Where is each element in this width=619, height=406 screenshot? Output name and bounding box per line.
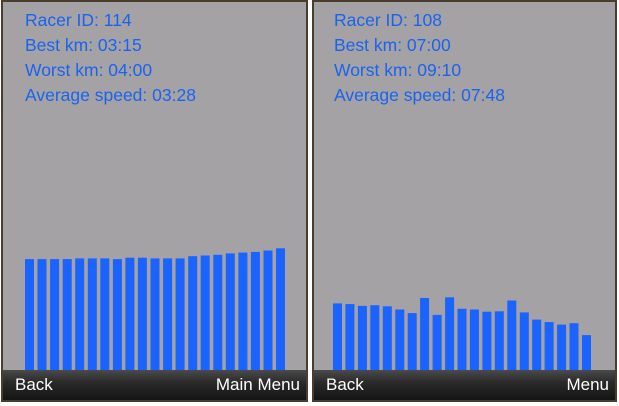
km-bar xyxy=(469,309,479,370)
km-bar xyxy=(420,298,430,370)
km-bar xyxy=(382,306,392,370)
km-bar xyxy=(519,312,529,370)
km-bar xyxy=(37,259,47,370)
km-bar xyxy=(137,257,147,370)
main-menu-button[interactable]: Main Menu xyxy=(215,375,300,394)
km-bar xyxy=(569,323,579,370)
km-bar xyxy=(125,257,135,370)
softkey-bar: Back Main Menu xyxy=(3,370,306,400)
average-speed-label: Average speed: 07:48 xyxy=(334,85,505,105)
km-bar xyxy=(557,324,567,370)
softkey-bar: Back Menu xyxy=(314,370,615,400)
km-bar xyxy=(544,322,554,370)
km-bar xyxy=(357,305,367,370)
km-bar xyxy=(238,252,248,370)
best-km-label: Best km: 03:15 xyxy=(25,35,142,55)
km-bar xyxy=(407,313,417,370)
km-bar xyxy=(163,258,173,370)
km-bar xyxy=(345,304,355,370)
km-bar xyxy=(188,256,198,370)
racer-panel-108: Racer ID: 108 Best km: 07:00 Worst km: 0… xyxy=(312,0,617,402)
km-bar xyxy=(494,311,504,370)
km-bar xyxy=(507,300,517,370)
average-speed-label: Average speed: 03:28 xyxy=(25,85,196,105)
km-bar xyxy=(62,259,72,370)
km-bar xyxy=(175,258,185,370)
back-button[interactable]: Back xyxy=(15,375,53,394)
pace-bar-chart xyxy=(333,297,591,370)
pace-bar-chart xyxy=(25,248,285,370)
km-bar xyxy=(532,319,542,370)
km-bar xyxy=(87,258,97,370)
km-bar xyxy=(100,258,110,370)
km-bar xyxy=(200,255,210,370)
racer-id-label: Racer ID: 108 xyxy=(334,10,442,30)
km-bar xyxy=(276,248,285,370)
km-bar xyxy=(333,303,342,370)
km-bar xyxy=(582,335,591,370)
km-bar xyxy=(25,259,34,370)
worst-km-label: Worst km: 04:00 xyxy=(25,60,153,80)
km-bar xyxy=(150,258,160,370)
km-bar xyxy=(395,309,405,370)
km-bar xyxy=(250,251,260,370)
km-bar xyxy=(50,259,60,370)
menu-button[interactable]: Menu xyxy=(566,375,609,394)
km-bar xyxy=(75,258,85,370)
km-bar xyxy=(263,250,273,370)
worst-km-label: Worst km: 09:10 xyxy=(334,60,462,80)
racer-panel-114: Racer ID: 114 Best km: 03:15 Worst km: 0… xyxy=(1,0,308,402)
km-bar xyxy=(432,314,442,370)
km-bar xyxy=(445,297,455,370)
km-bar xyxy=(370,305,380,370)
racer-stats: Racer ID: 114 Best km: 03:15 Worst km: 0… xyxy=(25,8,196,108)
km-bar xyxy=(112,259,122,370)
km-bar xyxy=(482,311,492,370)
racer-id-label: Racer ID: 114 xyxy=(25,10,132,30)
racer-stats: Racer ID: 108 Best km: 07:00 Worst km: 0… xyxy=(334,8,505,108)
km-bar xyxy=(457,308,467,370)
best-km-label: Best km: 07:00 xyxy=(334,35,451,55)
back-button[interactable]: Back xyxy=(326,375,364,394)
km-bar xyxy=(225,253,235,370)
km-bar xyxy=(213,254,223,370)
